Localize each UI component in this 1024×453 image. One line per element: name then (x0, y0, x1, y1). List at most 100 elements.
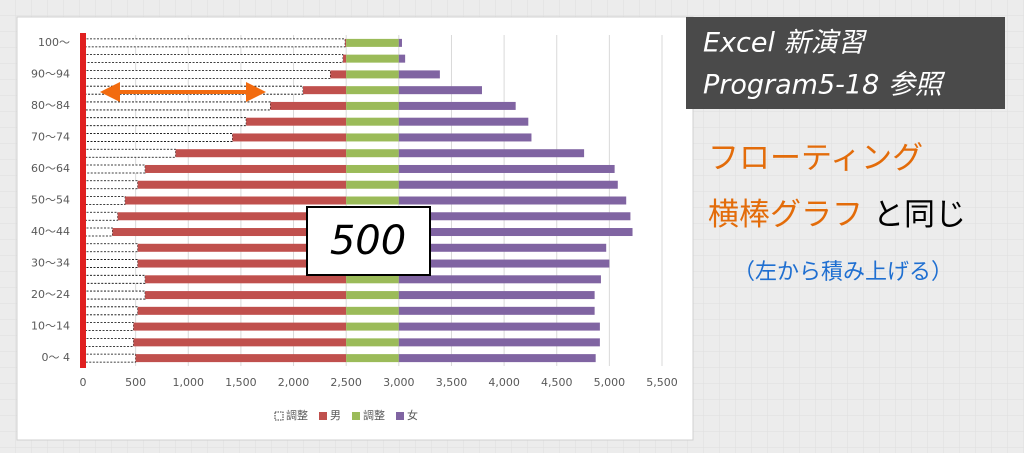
spacer-bar (82, 337, 134, 347)
bar (398, 86, 482, 95)
y-tick-label: 50～54 (31, 194, 70, 207)
bar (346, 149, 399, 158)
spacer-bar (82, 180, 139, 190)
spacer-bar (82, 101, 271, 111)
bar (137, 306, 347, 315)
legend-swatch (274, 411, 284, 421)
x-tick-label: 5,000 (594, 376, 626, 389)
bar (133, 338, 347, 347)
bar (398, 291, 595, 300)
bar (125, 196, 347, 205)
bar (270, 101, 347, 110)
spacer-bar (82, 274, 146, 284)
bar (346, 117, 399, 126)
x-tick-label: 3,500 (436, 376, 468, 389)
y-tick-label: 100～ (38, 36, 70, 49)
bar (398, 322, 600, 331)
spacer-bar (82, 164, 146, 174)
bar (137, 180, 347, 189)
spacer-bar (82, 227, 113, 237)
spacer-bar (82, 54, 344, 64)
spacer-bar (82, 148, 177, 158)
spacer-bar (82, 259, 139, 268)
bar (398, 133, 532, 142)
x-tick-label: 0 (80, 376, 87, 389)
bar (398, 196, 627, 205)
y-tick-label: 80～84 (31, 99, 70, 112)
bar (346, 354, 399, 363)
bar (346, 338, 399, 347)
legend-label: 女 (407, 408, 418, 422)
y-tick-label: 0～ 4 (42, 351, 71, 364)
bar (346, 54, 399, 63)
x-tick-label: 2,000 (278, 376, 310, 389)
y-tick-label: 60～64 (31, 162, 70, 175)
legend-swatch (396, 412, 404, 420)
bar (346, 196, 399, 205)
bar (135, 354, 347, 363)
bar (398, 117, 529, 126)
spacer-bar (82, 243, 139, 253)
annotation: 500 (330, 218, 406, 264)
bar (398, 149, 585, 158)
bar (137, 243, 347, 252)
bar (345, 38, 347, 47)
x-tick-label: 4,500 (541, 376, 573, 389)
bar (398, 259, 610, 268)
bar (343, 54, 347, 63)
spacer-bar (82, 322, 134, 331)
x-tick-label: 3,000 (383, 376, 415, 389)
note-orange: 横棒グラフ (708, 197, 863, 233)
spacer-bar (82, 117, 247, 127)
spacer-bar (82, 38, 346, 48)
bar (232, 133, 347, 142)
bar (175, 149, 347, 158)
spacer-bar (82, 211, 119, 221)
bar (346, 38, 399, 47)
arrow-head (246, 82, 266, 102)
bar (246, 117, 347, 126)
note: （左から積み上げる） (733, 260, 953, 285)
bar (145, 275, 347, 284)
bar (346, 70, 399, 79)
spacer-bar (82, 353, 137, 363)
bar (346, 101, 399, 110)
bar (398, 38, 402, 47)
x-tick-label: 4,000 (488, 376, 520, 389)
spacer-bar (82, 196, 126, 205)
y-tick-label: 20～24 (31, 288, 70, 301)
bar (398, 354, 596, 363)
bar (346, 291, 399, 300)
bar (303, 86, 347, 95)
x-tick-label: 1,000 (173, 376, 205, 389)
bar (398, 180, 618, 189)
plot: 0 500 1,000 1,500 2,000 2,500 3,000 3,500 4,000 4… (31, 35, 678, 422)
bar (117, 212, 347, 221)
legend-label: 調整 (363, 408, 385, 422)
spacer-bar (82, 70, 331, 79)
x-tick-label: 2,500 (330, 376, 362, 389)
bar (398, 338, 600, 347)
y-tick-label: 70～74 (31, 130, 70, 143)
y-tick-label: 90～94 (31, 67, 70, 80)
note-black: と同じ (873, 197, 966, 233)
box-line: Program5-18 参照 (703, 70, 946, 101)
y-tick-label: 40～44 (31, 225, 70, 238)
spacer-bar (82, 133, 233, 142)
bar (398, 101, 516, 110)
annotation-box (306, 206, 431, 276)
box-line: Excel 新演習 (703, 28, 868, 59)
bar (346, 86, 399, 95)
note: 横棒グラフ と同じ (708, 197, 966, 233)
bar (346, 322, 399, 331)
bar (398, 212, 631, 221)
bar (346, 133, 399, 142)
x-tick-label: 1,500 (225, 376, 257, 389)
bar (112, 228, 347, 237)
arrow-head (100, 82, 120, 102)
bar (346, 275, 399, 284)
bar (398, 243, 607, 252)
note: フローティング (708, 141, 923, 177)
bar (145, 164, 347, 173)
